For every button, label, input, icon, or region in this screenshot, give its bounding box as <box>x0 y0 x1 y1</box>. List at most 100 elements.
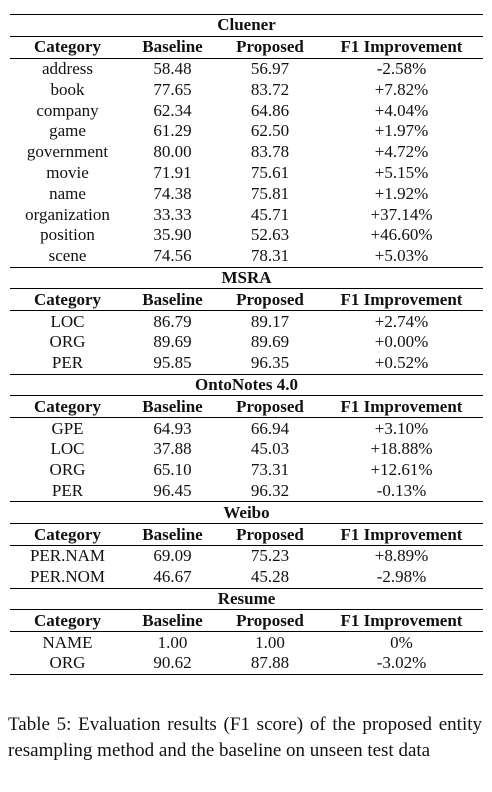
header-cell: Baseline <box>125 395 220 419</box>
cell: 58.48 <box>153 58 192 78</box>
header-row: Category Baseline Proposed F1 Improvement <box>10 523 483 546</box>
cell: 74.56 <box>125 245 220 268</box>
cell: PER <box>10 480 125 503</box>
cell: 33.33 <box>153 204 192 224</box>
cell: 96.32 <box>220 480 320 503</box>
header-row: Category Baseline Proposed F1 Improvement <box>10 288 483 312</box>
header-cell: Baseline <box>125 609 220 633</box>
cell: 66.94 <box>250 418 290 438</box>
header-cell: Category <box>10 36 125 59</box>
cell: 35.90 <box>153 225 192 245</box>
cell: movie <box>46 162 89 182</box>
cell: 65.10 <box>153 460 192 480</box>
data-row: address 58.48 56.97 -2.58% <box>10 58 483 79</box>
caption: Table 5: Evaluation results (F1 score) o… <box>8 714 482 761</box>
table-wrap: Cluener Category Baseline Proposed F1 Improv… <box>10 14 483 675</box>
header-cell: Proposed <box>220 609 320 633</box>
cell: 45.28 <box>220 566 320 589</box>
cell: +3.10% <box>374 418 429 438</box>
cell: NAME <box>42 632 93 652</box>
cell: 86.79 <box>153 311 192 331</box>
data-row: NAME 1.00 1.00 0% <box>10 632 483 653</box>
cell: -0.13% <box>320 480 483 503</box>
data-row: LOC 86.79 89.17 +2.74% <box>10 311 483 332</box>
cell: +4.72% <box>374 142 429 162</box>
header-cell: Category <box>10 609 125 633</box>
cell: 75.81 <box>250 183 290 203</box>
section-title: Weibo <box>10 501 483 525</box>
header-cell: F1 Improvement <box>320 395 483 419</box>
cell: +46.60% <box>370 225 433 245</box>
cell: 61.29 <box>153 121 192 141</box>
cell: 73.31 <box>250 460 290 480</box>
header-cell: Category <box>10 523 125 546</box>
data-row: organization 33.33 45.71 +37.14% <box>10 204 483 225</box>
cell: 52.63 <box>250 225 290 245</box>
cell: 64.93 <box>153 418 192 438</box>
header-cell: F1 Improvement <box>320 288 483 312</box>
section-row: OntoNotes 4.0 <box>10 374 483 397</box>
cell: PER.NOM <box>10 566 125 589</box>
cell: +5.03% <box>320 245 483 268</box>
data-row: government 80.00 83.78 +4.72% <box>10 142 483 163</box>
cell: 1.00 <box>157 632 188 652</box>
cell: 77.65 <box>153 79 192 99</box>
header-cell: Proposed <box>220 395 320 419</box>
data-row: book 77.65 83.72 +7.82% <box>10 79 483 100</box>
cell: +1.92% <box>374 183 429 203</box>
data-row: position 35.90 52.63 +46.60% <box>10 225 483 246</box>
data-row: PER.NOM 46.67 45.28 -2.98% <box>10 566 483 589</box>
cell: 64.86 <box>250 100 290 120</box>
section-row: MSRA <box>10 267 483 290</box>
cell: book <box>50 79 85 99</box>
header-cell: Category <box>10 288 125 312</box>
section-row: Cluener <box>10 14 483 37</box>
cell: 56.97 <box>250 58 290 78</box>
cell: +0.00% <box>374 332 429 352</box>
cell: +8.89% <box>374 546 429 566</box>
header-cell: Baseline <box>125 523 220 546</box>
cell: name <box>49 183 86 203</box>
cell: 80.00 <box>153 142 192 162</box>
cell: 75.23 <box>250 546 290 566</box>
header-cell: Category <box>10 395 125 419</box>
data-row: game 61.29 62.50 +1.97% <box>10 121 483 142</box>
cell: PER <box>10 352 125 375</box>
cell: 95.85 <box>125 352 220 375</box>
cell: 71.91 <box>153 162 192 182</box>
section-title: MSRA <box>10 267 483 290</box>
cell: 37.88 <box>153 439 192 459</box>
data-row: PER.NAM 69.09 75.23 +8.89% <box>10 545 483 566</box>
results-table: Cluener Category Baseline Proposed F1 Improv… <box>10 14 483 675</box>
header-row: Category Baseline Proposed F1 Improvement <box>10 36 483 59</box>
header-cell: F1 Improvement <box>320 36 483 59</box>
data-row: GPE 64.93 66.94 +3.10% <box>10 418 483 439</box>
cell: 96.35 <box>220 352 320 375</box>
cell: 1.00 <box>255 632 285 652</box>
cell: -3.02% <box>320 652 483 675</box>
cell: 89.17 <box>250 311 290 331</box>
cell: +5.15% <box>374 162 429 182</box>
header-cell: Baseline <box>125 288 220 312</box>
cell: GPE <box>51 418 84 438</box>
header-cell: F1 Improvement <box>320 609 483 633</box>
section-row: Weibo <box>10 501 483 525</box>
data-row: company 62.34 64.86 +4.04% <box>10 100 483 121</box>
cell: PER.NAM <box>29 546 106 566</box>
cell: 89.69 <box>153 332 192 352</box>
cell: 46.67 <box>125 566 220 589</box>
cell: -2.98% <box>320 566 483 589</box>
data-row: ORG 89.69 89.69 +0.00% <box>10 332 483 353</box>
cell: 0% <box>390 632 413 652</box>
header-cell: Proposed <box>220 288 320 312</box>
cell: +2.74% <box>374 311 429 331</box>
cell: 62.34 <box>153 100 192 120</box>
data-row: LOC 37.88 45.03 +18.88% <box>10 439 483 460</box>
cell: scene <box>10 245 125 268</box>
cell: 45.71 <box>250 204 290 224</box>
cell: -2.58% <box>376 58 427 78</box>
cell: +0.52% <box>320 352 483 375</box>
cell: +37.14% <box>370 204 433 224</box>
data-row: ORG 65.10 73.31 +12.61% <box>10 460 483 481</box>
cell: game <box>49 121 86 141</box>
